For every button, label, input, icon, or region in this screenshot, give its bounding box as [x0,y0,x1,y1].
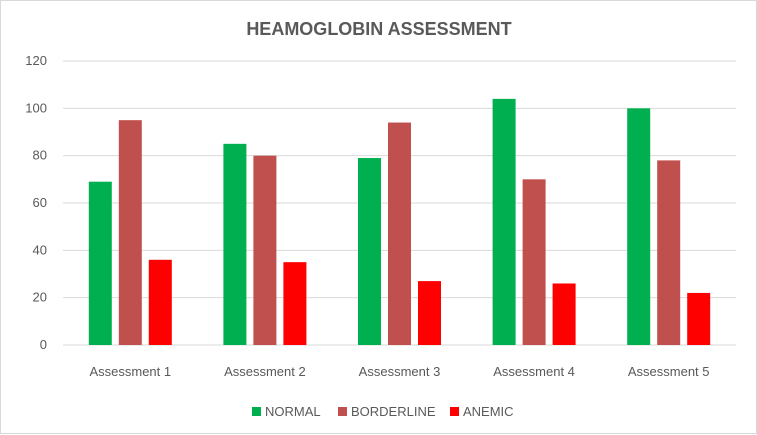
bar-borderline-3 [388,122,411,346]
legend-swatch-anemic [450,407,459,416]
bar-anemic-5 [687,292,711,345]
bar-normal-3 [358,158,381,345]
x-tick-label: Assessment 3 [359,364,441,379]
y-tick-label: 60 [33,195,47,210]
legend-swatch-normal [252,407,261,416]
bar-borderline-4 [522,179,546,345]
legend-label-anemic: ANEMIC [463,404,514,419]
legend-label-normal: NORMAL [265,404,321,419]
y-tick-label: 0 [40,337,47,352]
bar-anemic-4 [552,283,576,345]
x-axis-ticks: Assessment 1 Assessment 2 Assessment 3 Asse… [89,364,709,379]
y-axis-ticks: 0 20 40 60 80 100 120 [25,53,47,352]
bar-anemic-2 [283,262,307,345]
bar-normal-1 [88,181,112,345]
y-tick-label: 80 [33,148,47,163]
bars [88,98,711,346]
bar-anemic-3 [418,281,441,345]
y-tick-label: 120 [25,53,47,68]
x-tick-label: Assessment 4 [493,364,575,379]
y-tick-label: 40 [33,242,47,257]
x-tick-label: Assessment 5 [628,364,710,379]
legend-swatch-borderline [338,407,347,416]
bar-normal-4 [492,98,516,345]
bar-normal-2 [223,143,247,345]
bar-anemic-1 [148,259,172,345]
chart-title: HEAMOGLOBIN ASSESSMENT [246,19,511,39]
bar-borderline-2 [253,155,277,345]
bar-borderline-1 [118,120,142,346]
x-tick-label: Assessment 2 [224,364,306,379]
y-tick-label: 20 [33,290,47,305]
y-tick-label: 100 [25,100,47,115]
legend-label-borderline: BORDERLINE [351,404,436,419]
bar-borderline-5 [657,160,681,345]
legend: NORMAL BORDERLINE ANEMIC [252,404,514,419]
bar-normal-5 [627,108,651,345]
x-tick-label: Assessment 1 [89,364,171,379]
